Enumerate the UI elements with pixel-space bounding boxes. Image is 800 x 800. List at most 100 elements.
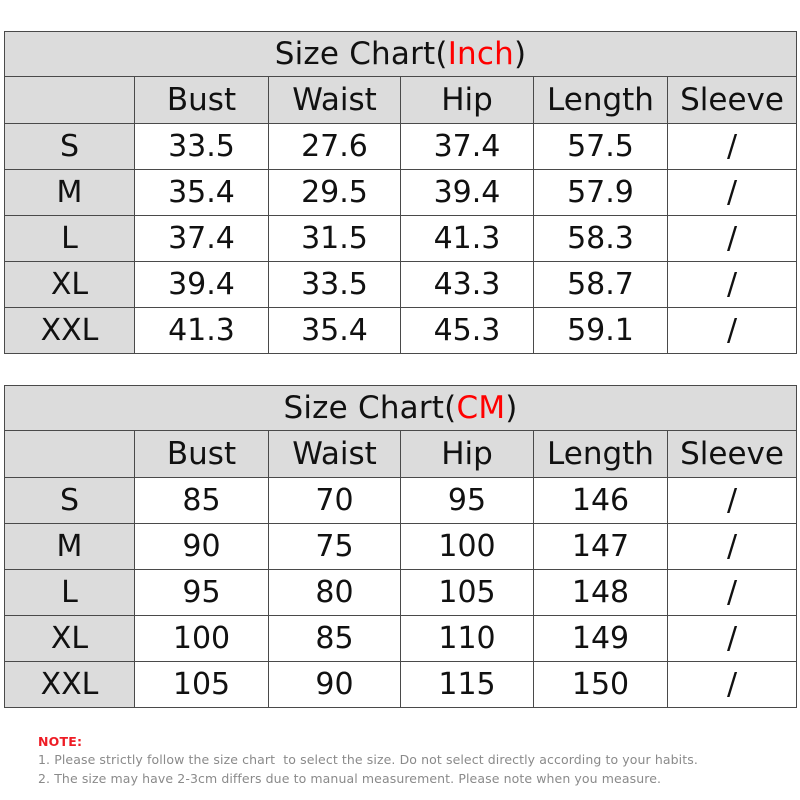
length-value: 57.9 <box>533 169 668 216</box>
column-header-length: Length <box>533 430 668 478</box>
length-value: 146 <box>533 477 668 524</box>
table-row: S 85 70 95 146 / <box>4 477 798 524</box>
sleeve-value: / <box>666 615 798 662</box>
sleeve-value: / <box>666 661 798 708</box>
table-row: XXL 41.3 35.4 45.3 59.1 / <box>4 307 798 354</box>
length-value: 59.1 <box>533 307 668 354</box>
bust-value: 90 <box>134 523 269 570</box>
title-prefix-text: Size Chart( <box>274 36 448 72</box>
size-chart-cm-table: Size Chart(CM) Bust Waist Hip Length Sle… <box>3 385 798 708</box>
length-value: 58.3 <box>533 215 668 262</box>
waist-value: 80 <box>268 569 401 616</box>
bust-value: 41.3 <box>134 307 269 354</box>
title-suffix-text: ) <box>514 36 527 72</box>
bust-value: 33.5 <box>134 123 269 170</box>
column-header-size <box>4 76 135 124</box>
hip-value: 115 <box>400 661 534 708</box>
waist-value: 29.5 <box>268 169 401 216</box>
hip-value: 39.4 <box>400 169 534 216</box>
note-line-2: 2. The size may have 2-3cm differs due t… <box>38 771 662 786</box>
waist-value: 70 <box>268 477 401 524</box>
table-row: XL 39.4 33.5 43.3 58.7 / <box>4 261 798 308</box>
column-header-hip: Hip <box>400 430 534 478</box>
hip-value: 45.3 <box>400 307 534 354</box>
bust-value: 39.4 <box>134 261 269 308</box>
note-title: NOTE: <box>38 734 83 749</box>
hip-value: 110 <box>400 615 534 662</box>
column-header-sleeve: Sleeve <box>666 76 798 124</box>
column-header-size <box>4 430 135 478</box>
title-prefix-text: Size Chart( <box>283 390 457 426</box>
length-value: 149 <box>533 615 668 662</box>
column-header-length: Length <box>533 76 668 124</box>
size-label: XL <box>4 261 135 308</box>
sleeve-value: / <box>666 215 798 262</box>
table-row: S 33.5 27.6 37.4 57.5 / <box>4 123 798 170</box>
table-row: XL 100 85 110 149 / <box>4 615 798 662</box>
length-value: 148 <box>533 569 668 616</box>
size-label: L <box>4 215 135 262</box>
waist-value: 75 <box>268 523 401 570</box>
hip-value: 100 <box>400 523 534 570</box>
size-chart-inch-table: Size Chart(Inch) Bust Waist Hip Length S… <box>3 31 798 354</box>
bust-value: 105 <box>134 661 269 708</box>
note-block: NOTE: 1. Please strictly follow the size… <box>38 733 758 788</box>
sleeve-value: / <box>666 123 798 170</box>
column-header-sleeve: Sleeve <box>666 430 798 478</box>
size-label: M <box>4 169 135 216</box>
size-label: M <box>4 523 135 570</box>
sleeve-value: / <box>666 569 798 616</box>
sleeve-value: / <box>666 307 798 354</box>
hip-value: 37.4 <box>400 123 534 170</box>
size-chart-inch-title: Size Chart(Inch) <box>3 31 798 77</box>
length-value: 58.7 <box>533 261 668 308</box>
hip-value: 41.3 <box>400 215 534 262</box>
table-row: L 37.4 31.5 41.3 58.3 / <box>4 215 798 262</box>
table-row: L 95 80 105 148 / <box>4 569 798 616</box>
title-unit-inch: Inch <box>447 36 514 72</box>
size-label: XXL <box>4 661 135 708</box>
waist-value: 33.5 <box>268 261 401 308</box>
column-header-bust: Bust <box>134 76 269 124</box>
hip-value: 95 <box>400 477 534 524</box>
size-chart-cm-title: Size Chart(CM) <box>3 385 798 431</box>
hip-value: 43.3 <box>400 261 534 308</box>
title-unit-cm: CM <box>456 390 506 426</box>
size-label: S <box>4 477 135 524</box>
size-label: XL <box>4 615 135 662</box>
column-header-waist: Waist <box>268 76 401 124</box>
bust-value: 37.4 <box>134 215 269 262</box>
waist-value: 27.6 <box>268 123 401 170</box>
sleeve-value: / <box>666 523 798 570</box>
column-header-bust: Bust <box>134 430 269 478</box>
waist-value: 90 <box>268 661 401 708</box>
size-label: L <box>4 569 135 616</box>
sleeve-value: / <box>666 261 798 308</box>
table-title-row: Size Chart(Inch) <box>3 31 798 77</box>
bust-value: 85 <box>134 477 269 524</box>
table-header-row: Bust Waist Hip Length Sleeve <box>4 76 798 124</box>
table-row: M 90 75 100 147 / <box>4 523 798 570</box>
length-value: 57.5 <box>533 123 668 170</box>
waist-value: 35.4 <box>268 307 401 354</box>
title-suffix-text: ) <box>505 390 518 426</box>
hip-value: 105 <box>400 569 534 616</box>
column-header-waist: Waist <box>268 430 401 478</box>
sleeve-value: / <box>666 477 798 524</box>
waist-value: 85 <box>268 615 401 662</box>
length-value: 150 <box>533 661 668 708</box>
note-line-1: 1. Please strictly follow the size chart… <box>38 752 698 767</box>
bust-value: 35.4 <box>134 169 269 216</box>
size-label: XXL <box>4 307 135 354</box>
table-row: M 35.4 29.5 39.4 57.9 / <box>4 169 798 216</box>
table-header-row: Bust Waist Hip Length Sleeve <box>4 430 798 478</box>
size-label: S <box>4 123 135 170</box>
sleeve-value: / <box>666 169 798 216</box>
table-title-row: Size Chart(CM) <box>3 385 798 431</box>
column-header-hip: Hip <box>400 76 534 124</box>
waist-value: 31.5 <box>268 215 401 262</box>
bust-value: 95 <box>134 569 269 616</box>
length-value: 147 <box>533 523 668 570</box>
bust-value: 100 <box>134 615 269 662</box>
